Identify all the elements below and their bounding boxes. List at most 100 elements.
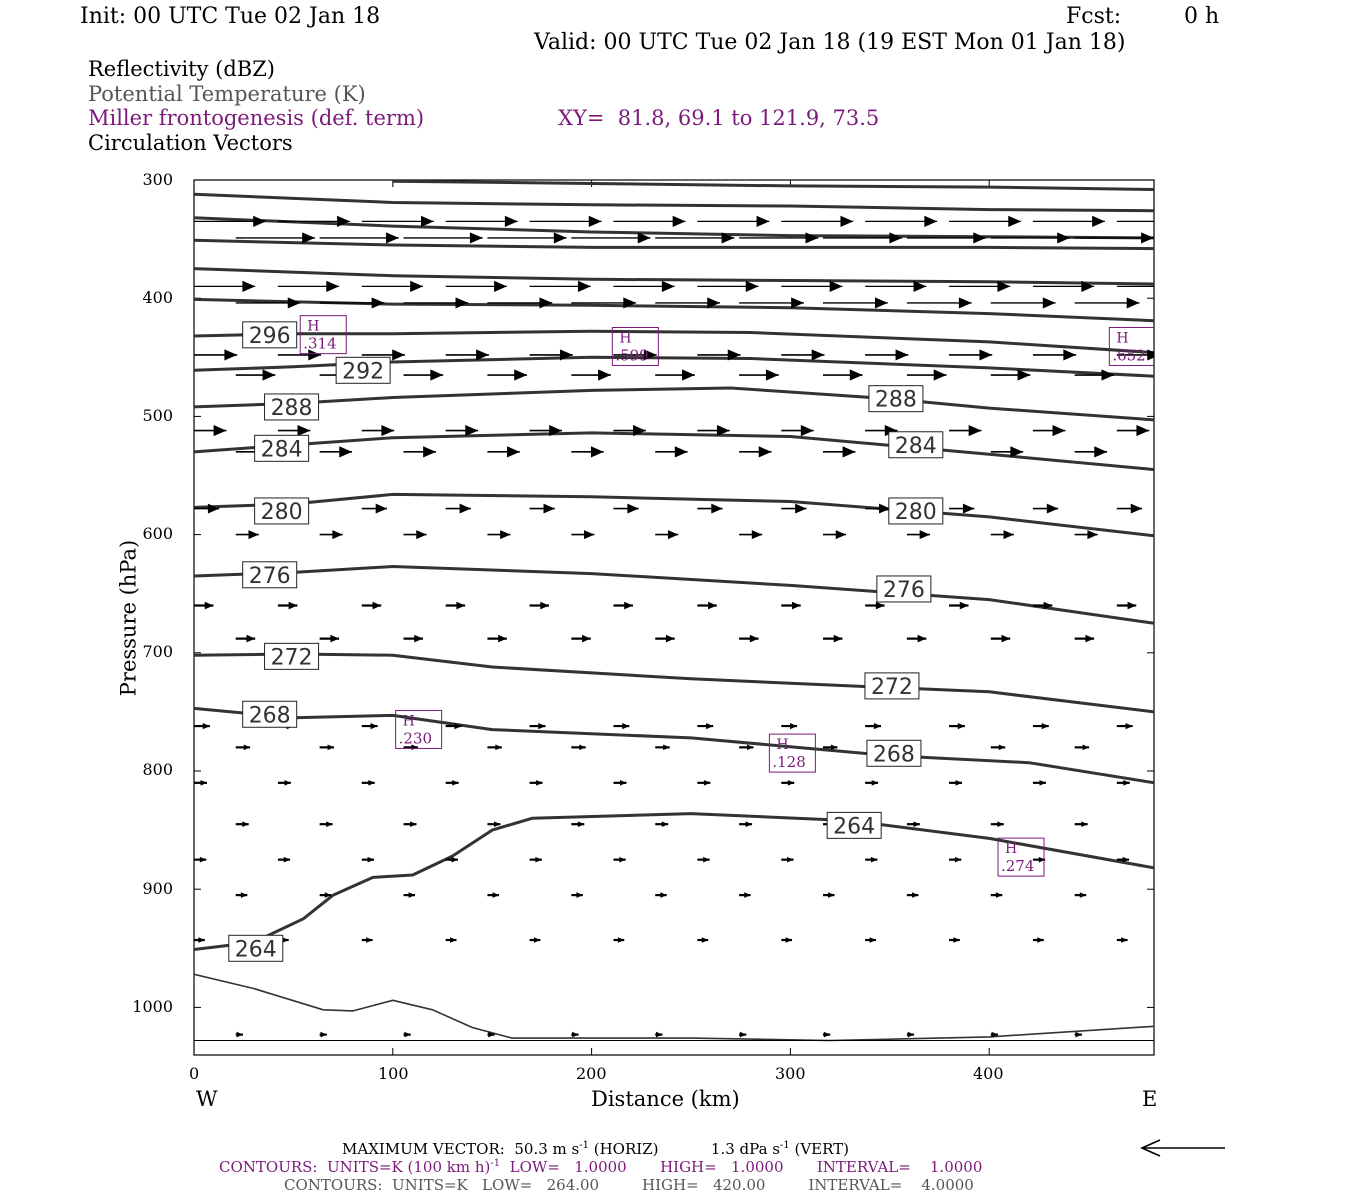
vector-head-17-0 <box>240 892 248 898</box>
vector-head-2-6 <box>745 280 759 292</box>
vector-head-13-1 <box>327 744 335 751</box>
x-axis-label: Distance (km) <box>591 1087 740 1111</box>
isentrope-unlabeled-11 <box>194 238 1154 251</box>
vector-head-6-9 <box>968 424 982 437</box>
vector-head-1-1 <box>386 232 399 244</box>
vector-head-18-8 <box>869 937 876 943</box>
vector-head-0-3 <box>504 215 518 227</box>
frontogenesis-box-1 <box>611 326 659 366</box>
vector-head-18-9 <box>953 937 960 943</box>
vector-head-5-9 <box>1017 369 1031 381</box>
vector-head-10-2 <box>372 601 382 610</box>
contour-label-268-0: 268 <box>249 703 291 728</box>
vector-head-19-7 <box>823 1031 831 1038</box>
vector-head-6-7 <box>800 424 814 437</box>
vector-head-14-10 <box>1039 780 1046 786</box>
vector-head-10-4 <box>540 601 550 610</box>
x-end-label-west: W <box>196 1087 218 1111</box>
vector-head-11-10 <box>1085 634 1095 643</box>
vector-head-18-11 <box>1121 937 1128 943</box>
valid-time: Valid: 00 UTC Tue 02 Jan 18 (19 EST Mon … <box>534 30 1126 55</box>
vector-head-19-10 <box>1075 1031 1082 1038</box>
vector-head-16-2 <box>367 856 375 863</box>
contours1-suffix: LOW= 1.0000 HIGH= 1.0000 INTERVAL= 1.000… <box>500 1158 983 1176</box>
vector-head-19-0 <box>236 1031 243 1038</box>
vector-head-7-3 <box>507 446 520 458</box>
contour-label-272-0: 272 <box>271 645 313 670</box>
vector-head-11-2 <box>414 634 423 643</box>
vector-head-1-9 <box>1057 232 1070 244</box>
vector-head-3-6 <box>791 297 804 309</box>
cross-section-endpoints: XY= 81.8, 69.1 to 121.9, 73.5 <box>558 106 880 130</box>
vector-head-14-7 <box>787 780 795 786</box>
vector-head-14-3 <box>452 780 459 786</box>
vector-head-5-5 <box>682 369 695 381</box>
vector-head-2-5 <box>661 280 675 292</box>
vector-head-7-4 <box>590 446 604 458</box>
y-tick-label-800: 800 <box>142 760 173 779</box>
frontogenesis-high-3: H <box>403 713 415 729</box>
frontogenesis-contour-info: CONTOURS: UNITS=K (100 km h)-1 LOW= 1.00… <box>219 1159 982 1175</box>
vector-head-0-11 <box>1176 216 1189 227</box>
vector-head-18-10 <box>1037 937 1044 943</box>
vector-head-14-11 <box>1123 780 1130 786</box>
vector-head-8-2 <box>375 503 387 514</box>
vector-head-19-1 <box>320 1031 327 1038</box>
vector-head-8-10 <box>1046 503 1059 514</box>
vector-head-16-6 <box>703 856 710 863</box>
vector-head-4-4 <box>559 349 573 361</box>
contour-label-276-1: 276 <box>883 578 925 603</box>
y-tick-label-500: 500 <box>142 406 173 425</box>
isentrope-unlabeled-10 <box>194 267 1154 286</box>
vector-head-15-0 <box>242 821 249 827</box>
vector-head-15-6 <box>745 821 753 827</box>
vector-head-3-2 <box>455 297 469 309</box>
vector-head-6-6 <box>716 424 730 437</box>
vector-head-0-6 <box>756 215 770 227</box>
vector-head-8-4 <box>543 503 555 514</box>
vector-head-1-3 <box>553 232 567 244</box>
vector-head-15-9 <box>997 821 1004 827</box>
vector-head-19-3 <box>488 1031 495 1038</box>
frontogenesis-box-2 <box>1108 326 1154 366</box>
vector-head-1-7 <box>889 232 903 244</box>
vector-head-13-0 <box>243 744 251 751</box>
vector-head-4-2 <box>392 349 405 361</box>
vector-head-15-1 <box>326 821 333 827</box>
vector-head-9-0 <box>248 530 259 540</box>
vector-head-12-10 <box>1041 722 1049 730</box>
vector-head-11-3 <box>498 634 507 643</box>
vector-head-8-9 <box>962 503 975 514</box>
vector-head-18-3 <box>450 937 457 943</box>
vector-head-16-7 <box>787 856 794 863</box>
contours1-sup: -1 <box>490 1158 501 1169</box>
circulation-vectors <box>194 215 1189 1038</box>
vector-head-2-7 <box>829 280 843 292</box>
vector-head-0-9 <box>1008 215 1022 227</box>
vector-head-10-1 <box>288 601 298 610</box>
frontogenesis-high-5: H <box>1005 841 1017 857</box>
vector-head-6-11 <box>1136 424 1150 437</box>
vector-head-19-5 <box>656 1031 663 1038</box>
vector-head-2-4 <box>577 280 591 292</box>
vector-head-10-7 <box>791 601 801 610</box>
vector-head-1-8 <box>973 232 987 244</box>
vector-head-3-3 <box>539 297 553 309</box>
forecast-hour: 0 h <box>1184 4 1220 29</box>
frontogenesis-value-4: .128 <box>772 753 805 771</box>
contour-label-box-264-0 <box>228 934 284 962</box>
y-tick-label-400: 400 <box>142 288 173 307</box>
vector-head-13-9 <box>998 744 1006 751</box>
y-tick-label-1000: 1000 <box>132 997 173 1016</box>
vector-head-15-8 <box>913 821 920 827</box>
frontogenesis-high-1: H <box>619 330 631 346</box>
vector-head-1-0 <box>302 232 315 244</box>
vector-head-9-9 <box>1003 530 1014 540</box>
x-end-label-east: E <box>1142 1087 1158 1111</box>
contour-label-296-0: 296 <box>249 324 291 349</box>
vector-head-17-4 <box>576 892 583 898</box>
vector-head-0-8 <box>924 215 938 227</box>
vector-head-19-4 <box>572 1031 579 1038</box>
contour-label-box-284-0 <box>254 434 310 462</box>
